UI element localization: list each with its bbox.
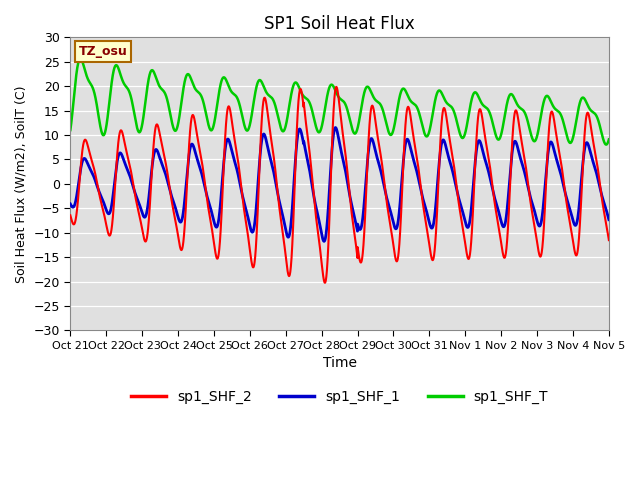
sp1_SHF_T — [273, 111, 281, 117]
Y-axis label: Soil Heat Flux (W/m2), SoilT (C): Soil Heat Flux (W/m2), SoilT (C) — [15, 85, 28, 283]
sp1_SHF_1 — [319, 238, 327, 244]
sp1_SHF_1 — [85, 164, 93, 170]
sp1_SHF_T — [77, 56, 84, 61]
Line: sp1_SHF_2: sp1_SHF_2 — [70, 87, 609, 283]
sp1_SHF_T — [380, 112, 388, 118]
Line: sp1_SHF_T: sp1_SHF_T — [70, 59, 609, 144]
sp1_SHF_T — [477, 99, 485, 105]
sp1_SHF_1 — [477, 142, 485, 148]
sp1_SHF_1 — [320, 239, 328, 244]
sp1_SHF_1 — [332, 125, 339, 131]
sp1_SHF_2 — [605, 237, 612, 243]
sp1_SHF_1 — [67, 201, 74, 207]
Text: TZ_osu: TZ_osu — [79, 45, 127, 58]
sp1_SHF_1 — [381, 184, 388, 190]
sp1_SHF_T — [605, 136, 612, 142]
sp1_SHF_T — [320, 114, 328, 120]
sp1_SHF_2 — [332, 84, 340, 90]
sp1_SHF_T — [85, 79, 93, 84]
X-axis label: Time: Time — [323, 357, 356, 371]
Legend: sp1_SHF_2, sp1_SHF_1, sp1_SHF_T: sp1_SHF_2, sp1_SHF_1, sp1_SHF_T — [125, 384, 554, 409]
sp1_SHF_2 — [477, 109, 485, 115]
sp1_SHF_1 — [605, 217, 612, 223]
Title: SP1 Soil Heat Flux: SP1 Soil Heat Flux — [264, 15, 415, 33]
sp1_SHF_2 — [381, 180, 388, 185]
sp1_SHF_2 — [395, 247, 403, 252]
sp1_SHF_1 — [395, 213, 403, 218]
sp1_SHF_1 — [273, 189, 281, 194]
sp1_SHF_2 — [319, 275, 327, 281]
Line: sp1_SHF_1: sp1_SHF_1 — [70, 128, 609, 241]
sp1_SHF_2 — [67, 213, 74, 218]
sp1_SHF_T — [602, 142, 610, 147]
sp1_SHF_2 — [85, 148, 93, 154]
sp1_SHF_T — [67, 127, 74, 133]
sp1_SHF_2 — [321, 280, 329, 286]
sp1_SHF_T — [395, 98, 403, 104]
sp1_SHF_2 — [273, 186, 281, 192]
